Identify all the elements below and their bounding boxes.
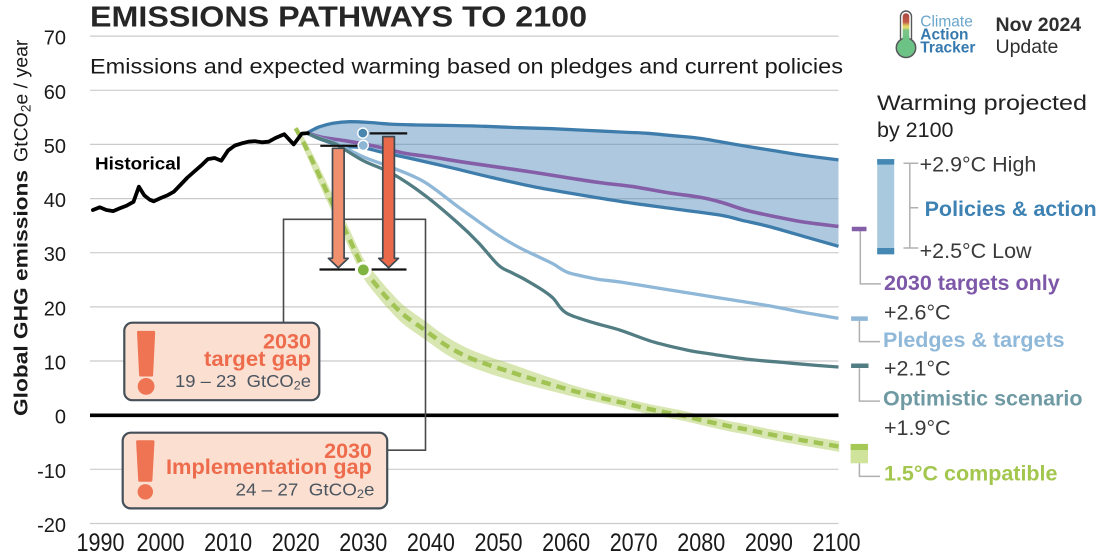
svg-text:2030 targets only: 2030 targets only xyxy=(884,271,1060,295)
svg-text:60: 60 xyxy=(44,82,66,104)
svg-text:+2.6°C: +2.6°C xyxy=(884,301,951,325)
svg-text:2030: 2030 xyxy=(263,330,311,354)
svg-text:+2.9°C High: +2.9°C High xyxy=(920,153,1037,177)
svg-text:Global GHG emissions: Global GHG emissions xyxy=(11,170,33,416)
svg-text:2020: 2020 xyxy=(272,529,320,555)
svg-text:2100: 2100 xyxy=(813,529,861,555)
svg-text:target gap: target gap xyxy=(204,347,311,371)
svg-text:2080: 2080 xyxy=(677,529,725,555)
svg-text:Action: Action xyxy=(920,27,968,44)
svg-text:19 – 23 GtCO2e: 19 – 23 GtCO 2e xyxy=(175,371,311,393)
svg-text:Optimistic scenario: Optimistic scenario xyxy=(883,387,1083,411)
svg-text:2050: 2050 xyxy=(475,529,523,555)
svg-text:+2.5°C Low: +2.5°C Low xyxy=(920,239,1032,263)
svg-text:40: 40 xyxy=(44,190,66,212)
svg-text:-20: -20 xyxy=(37,515,66,537)
svg-text:Tracker: Tracker xyxy=(920,40,975,57)
svg-text:Update: Update xyxy=(996,36,1059,58)
svg-text:EMISSIONS PATHWAYS TO 2100: EMISSIONS PATHWAYS TO 2100 xyxy=(90,2,587,34)
svg-text:2010: 2010 xyxy=(204,529,252,555)
svg-text:24 – 27 GtCO2e: 24 – 27 GtCO 2e xyxy=(236,480,375,502)
svg-text:Pledges & targets: Pledges & targets xyxy=(883,328,1065,352)
svg-text:2030: 2030 xyxy=(324,439,372,463)
svg-text:2090: 2090 xyxy=(745,529,793,555)
svg-text:10: 10 xyxy=(44,353,66,375)
svg-text:0: 0 xyxy=(55,407,66,429)
svg-text:Climate: Climate xyxy=(920,14,973,31)
svg-text:2030: 2030 xyxy=(339,529,387,555)
svg-text:Nov 2024: Nov 2024 xyxy=(996,14,1082,36)
svg-text:30: 30 xyxy=(44,244,66,266)
svg-text:-10: -10 xyxy=(37,461,66,483)
svg-text:by 2100: by 2100 xyxy=(877,118,954,142)
svg-text:2060: 2060 xyxy=(542,529,590,555)
svg-text:70: 70 xyxy=(44,28,66,50)
svg-text:Warming projected: Warming projected xyxy=(877,91,1087,115)
svg-text:Emissions and expected warming: Emissions and expected warming based on … xyxy=(90,55,843,79)
svg-text:20: 20 xyxy=(44,298,66,320)
svg-text:2000: 2000 xyxy=(137,529,185,555)
svg-text:GtCO2e / year: GtCO2e / year xyxy=(11,39,34,162)
svg-text:2070: 2070 xyxy=(610,529,658,555)
svg-text:1990: 1990 xyxy=(77,529,125,555)
svg-text:Policies & action: Policies & action xyxy=(925,197,1097,221)
svg-text:Implementation gap: Implementation gap xyxy=(166,455,372,479)
svg-text:+2.1°C: +2.1°C xyxy=(884,357,951,381)
svg-text:50: 50 xyxy=(44,136,66,158)
svg-text:Historical: Historical xyxy=(95,153,181,173)
svg-text:+1.9°C: +1.9°C xyxy=(884,416,951,440)
svg-text:2040: 2040 xyxy=(407,529,455,555)
svg-text:1.5°C compatible: 1.5°C compatible xyxy=(884,461,1058,485)
